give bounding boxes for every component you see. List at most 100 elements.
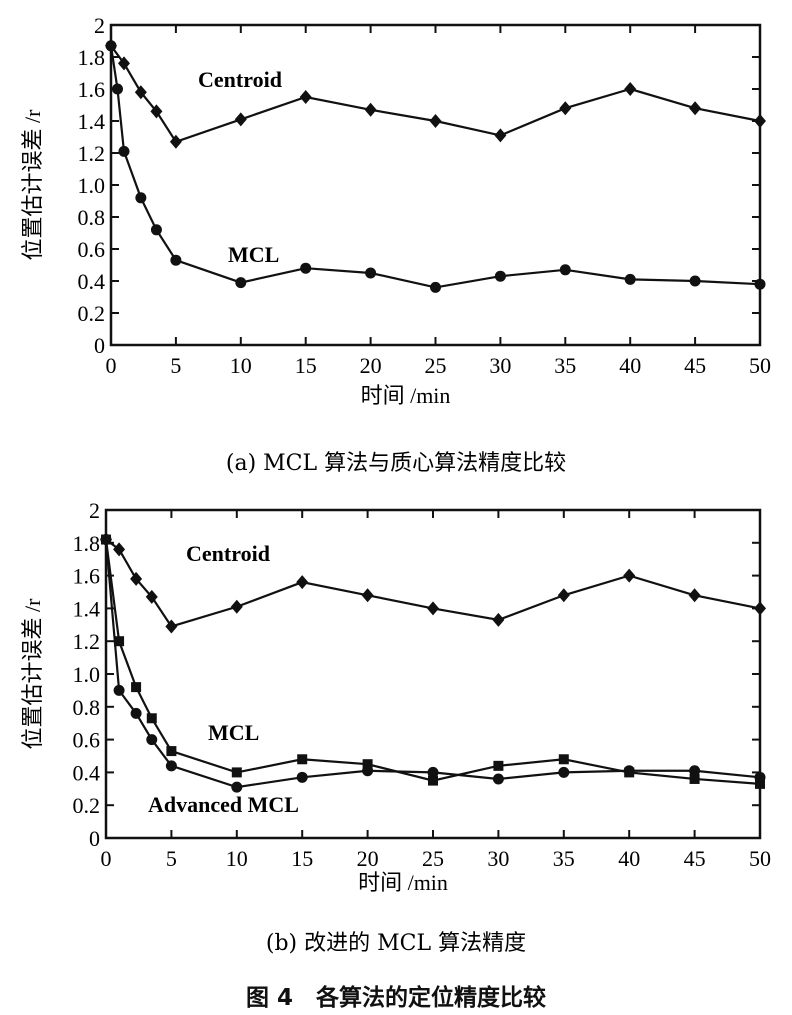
y-axis-label: 位置估计误差 /r (20, 598, 45, 750)
data-point-circle (754, 278, 766, 290)
data-point-circle (558, 766, 570, 778)
data-point-square (166, 746, 177, 757)
x-tick-label: 0 (106, 353, 117, 378)
data-point-square (297, 754, 308, 765)
data-point-diamond (689, 101, 702, 116)
panel-caption: (b) 改进的 MCL 算法精度 (266, 931, 526, 956)
y-tick-label: 1.0 (73, 662, 101, 687)
y-tick-label: 1.6 (78, 77, 106, 102)
x-tick-label: 35 (553, 846, 575, 871)
data-point-circle (494, 270, 506, 282)
data-point-circle (430, 281, 441, 293)
y-tick-label: 0.2 (78, 301, 106, 326)
data-point-square (131, 682, 142, 693)
x-tick-label: 50 (749, 353, 771, 378)
data-point-diamond (557, 588, 570, 603)
y-tick-label: 1.4 (78, 109, 106, 134)
x-tick-label: 15 (291, 846, 313, 871)
data-point-diamond (299, 90, 312, 104)
x-tick-label: 20 (357, 846, 379, 871)
data-point-diamond (165, 619, 178, 634)
data-point-circle (150, 224, 162, 236)
y-tick-label: 1.0 (78, 173, 106, 198)
data-point-circle (165, 760, 177, 772)
data-point-diamond (117, 56, 130, 71)
y-tick-label: 1.2 (73, 629, 101, 654)
x-axis-label: 时间 /min (358, 870, 448, 895)
data-point-diamond (296, 575, 309, 590)
data-point-circle (296, 771, 308, 783)
data-point-diamond (623, 568, 636, 583)
data-point-diamond (364, 102, 377, 117)
data-point-circle (235, 277, 247, 289)
x-tick-label: 5 (166, 846, 177, 871)
data-point-circle (100, 534, 112, 546)
series-line-advanced-mcl (104, 539, 761, 789)
x-tick-label: 0 (101, 846, 112, 871)
series-label: Advanced MCL (148, 792, 299, 817)
data-point-diamond (754, 114, 766, 128)
x-tick-label: 50 (749, 846, 771, 871)
data-point-square (362, 759, 373, 770)
series-label: Centroid (186, 541, 270, 566)
data-point-square (755, 778, 765, 789)
y-tick-label: 0.6 (73, 728, 101, 753)
y-tick-label: 0.4 (78, 269, 106, 294)
data-point-diamond (230, 599, 243, 614)
data-point-diamond (494, 128, 507, 143)
y-tick-label: 1.8 (78, 45, 106, 70)
data-point-diamond (492, 612, 505, 627)
series-label: MCL (228, 242, 279, 267)
y-tick-label: 0.8 (73, 695, 101, 720)
data-point-circle (113, 684, 125, 696)
data-point-diamond (134, 85, 147, 100)
data-point-circle (105, 40, 117, 52)
y-tick-label: 1.2 (78, 141, 106, 166)
series-label: MCL (208, 720, 259, 745)
data-point-circle (135, 192, 147, 204)
x-tick-label: 10 (230, 353, 252, 378)
series-line-mcl (104, 539, 761, 785)
y-tick-label: 2 (94, 13, 105, 38)
x-tick-label: 25 (422, 846, 444, 871)
y-tick-label: 0 (94, 333, 105, 358)
x-tick-label: 30 (487, 846, 509, 871)
data-point-circle (146, 734, 158, 746)
data-point-circle (300, 262, 312, 274)
data-point-diamond (234, 112, 247, 127)
x-axis-label: 时间 /min (361, 383, 451, 408)
data-point-square (493, 760, 504, 771)
y-tick-label: 0.4 (73, 760, 101, 785)
y-tick-label: 0.8 (78, 205, 106, 230)
data-point-circle (170, 254, 182, 266)
data-point-square (231, 767, 242, 778)
data-point-diamond (427, 601, 439, 616)
data-point-diamond (113, 542, 126, 557)
data-point-diamond (150, 104, 163, 119)
figure-caption: 图 4 各算法的定位精度比较 (245, 985, 546, 1011)
data-point-square (114, 636, 125, 647)
y-tick-label: 1.8 (73, 531, 101, 556)
x-tick-label: 20 (360, 353, 382, 378)
x-tick-label: 40 (619, 353, 641, 378)
data-point-circle (118, 145, 130, 157)
data-point-diamond (130, 571, 143, 586)
y-tick-label: 2 (89, 498, 100, 523)
data-point-square (146, 713, 157, 724)
data-point-circle (231, 781, 243, 793)
data-point-diamond (361, 588, 374, 603)
data-point-circle (754, 771, 766, 783)
data-point-circle (130, 707, 142, 719)
data-point-square (428, 775, 438, 786)
x-tick-label: 35 (554, 353, 576, 378)
data-point-circle (492, 773, 504, 785)
x-tick-label: 45 (684, 353, 706, 378)
data-point-square (689, 773, 700, 784)
x-tick-label: 30 (489, 353, 511, 378)
y-tick-label: 1.4 (73, 596, 101, 621)
y-tick-label: 0 (89, 826, 100, 851)
y-tick-label: 0.2 (73, 793, 101, 818)
x-tick-label: 40 (618, 846, 640, 871)
data-point-circle (427, 766, 439, 778)
